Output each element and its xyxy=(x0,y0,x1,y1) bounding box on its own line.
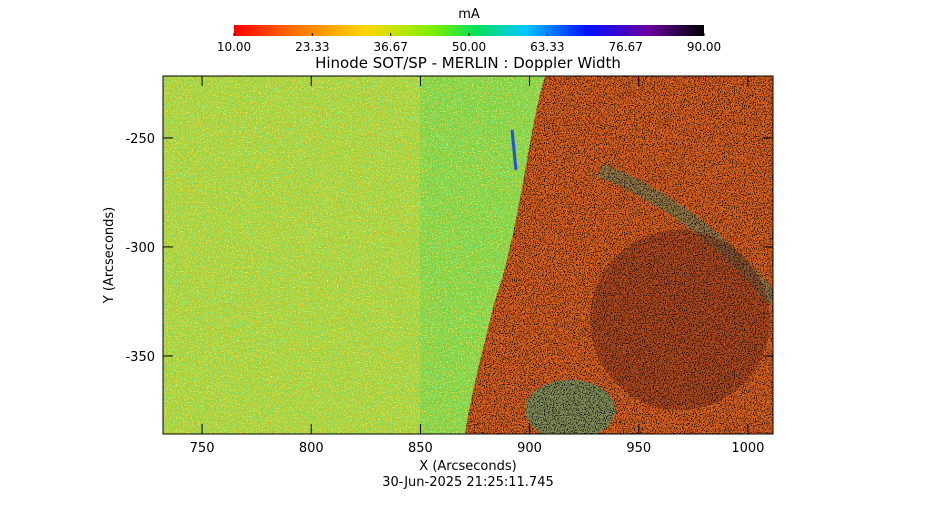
colorbar-label: mA xyxy=(458,7,480,22)
chart-title: Hinode SOT/SP - MERLIN : Doppler Width xyxy=(315,54,621,72)
x-tick-label: 850 xyxy=(408,441,433,456)
x-tick-label: 1000 xyxy=(731,441,764,456)
x-axis-label: X (Arcseconds) xyxy=(419,459,516,474)
x-tick-label: 900 xyxy=(517,441,542,456)
colorbar-tick-label: 63.33 xyxy=(530,40,564,54)
y-axis-label: Y (Arcseconds) xyxy=(102,207,117,304)
x-tick-label: 950 xyxy=(626,441,651,456)
colorbar-tick-label: 76.67 xyxy=(609,40,643,54)
colorbar xyxy=(234,25,704,36)
y-tick-label: -300 xyxy=(125,241,155,256)
colorbar-tick-label: 23.33 xyxy=(295,40,329,54)
y-tick-label: -250 xyxy=(125,132,155,147)
colorbar-tick-label: 10.00 xyxy=(217,40,251,54)
colorbar-tick-label: 50.00 xyxy=(452,40,486,54)
colorbar-tick-label: 90.00 xyxy=(687,40,721,54)
timestamp: 30-Jun-2025 21:25:11.745 xyxy=(382,475,554,490)
colorbar-tick-label: 36.67 xyxy=(374,40,408,54)
plot-frame xyxy=(162,75,774,435)
image xyxy=(163,76,773,434)
x-tick-label: 800 xyxy=(299,441,324,456)
y-tick-label: -350 xyxy=(125,350,155,365)
x-tick-label: 750 xyxy=(190,441,215,456)
